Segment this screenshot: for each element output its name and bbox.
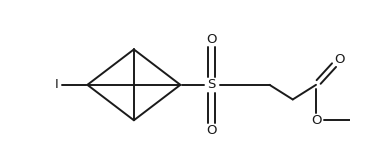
Text: O: O: [206, 124, 217, 137]
Text: O: O: [334, 53, 345, 66]
Text: S: S: [207, 78, 216, 91]
Text: O: O: [311, 114, 321, 127]
Text: I: I: [54, 78, 58, 91]
Text: O: O: [206, 33, 217, 46]
